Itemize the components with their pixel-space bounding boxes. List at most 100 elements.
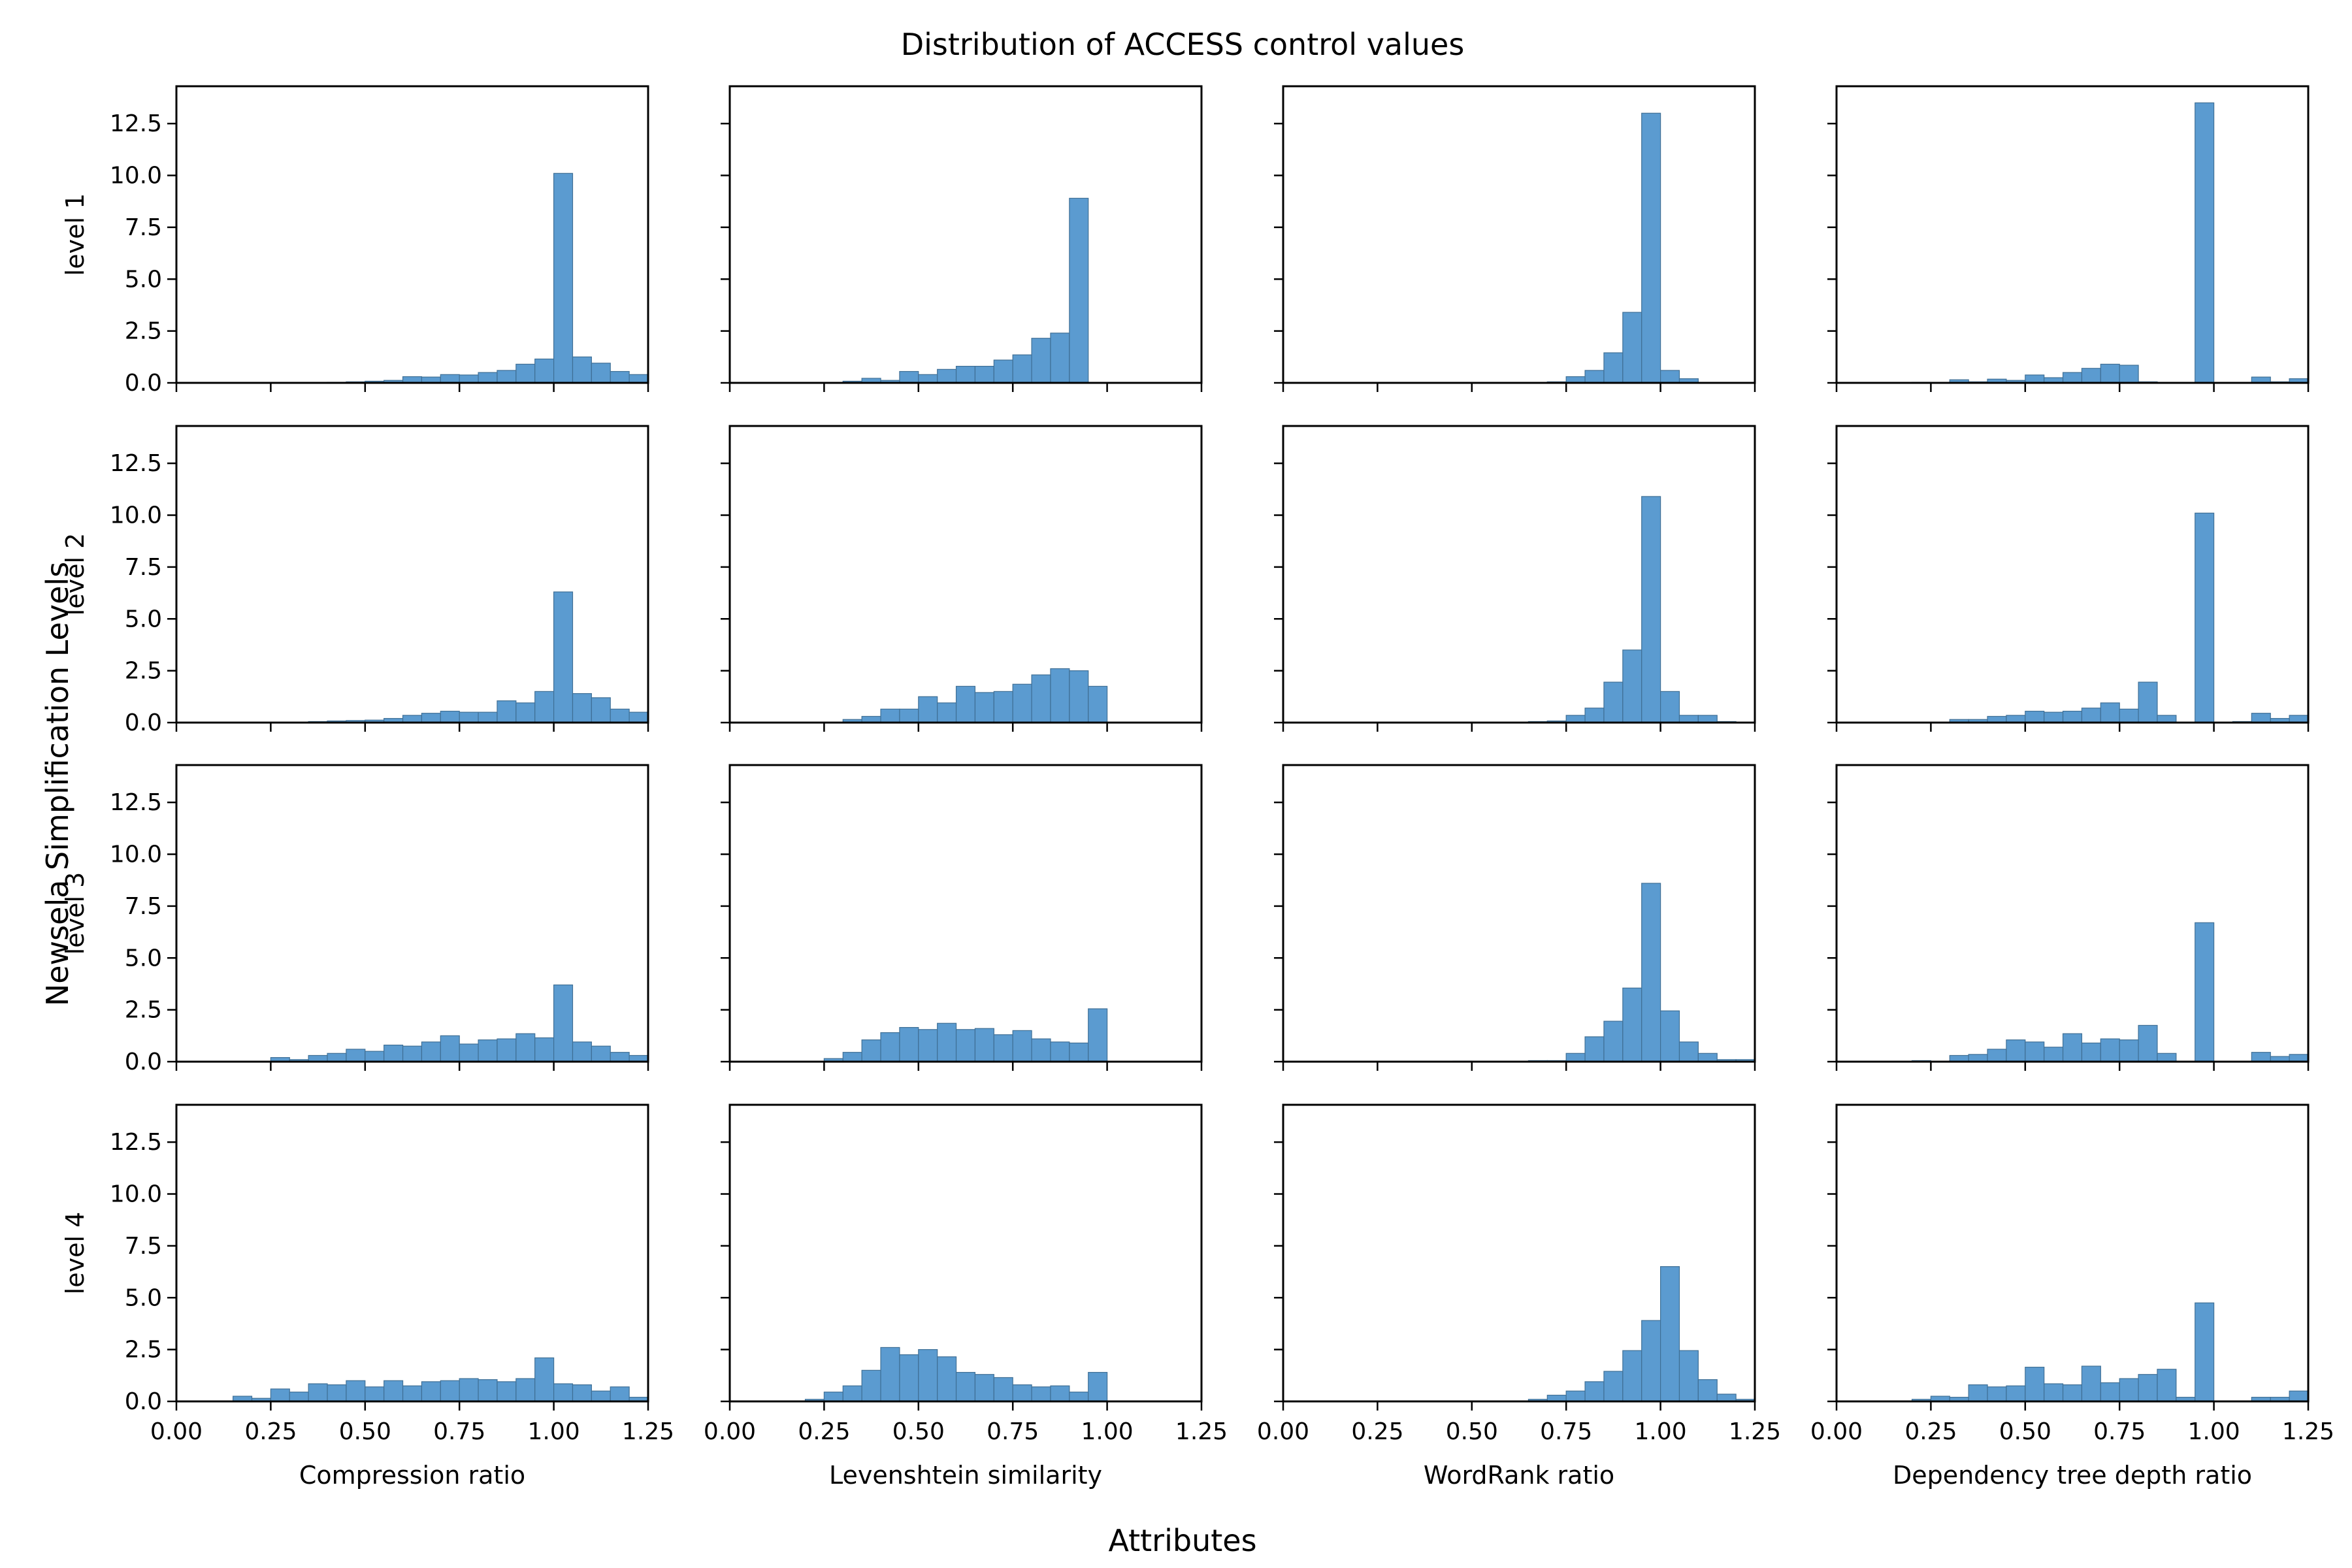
histogram-bar — [1584, 370, 1605, 384]
y-tick-label: 7.5 — [125, 1233, 162, 1260]
panel-3-4 — [1827, 764, 2310, 1071]
histogram-bar — [365, 1386, 385, 1402]
histogram-bar — [591, 1390, 611, 1402]
histogram-bar — [1584, 1381, 1605, 1402]
axes-frame — [1282, 764, 1756, 1063]
histogram-bar — [2025, 374, 2045, 384]
axes-frame — [175, 1103, 649, 1403]
histogram-bar — [2195, 102, 2215, 384]
row-label: level 2 — [61, 533, 90, 616]
histogram-bar — [421, 1381, 441, 1402]
histogram-bar — [861, 1039, 881, 1062]
histogram-bar — [1603, 1371, 1624, 1402]
histogram-bar — [2025, 1041, 2045, 1062]
histogram-bar — [2044, 1383, 2064, 1402]
histogram-bar — [2062, 1033, 2083, 1062]
histogram-bar — [1660, 1266, 1680, 1402]
histogram-bar — [591, 1045, 611, 1062]
histogram-bar — [861, 1369, 881, 1402]
axes-frame — [1835, 764, 2310, 1063]
histogram-bar — [1031, 674, 1051, 723]
histogram-bar — [553, 591, 574, 723]
histogram-bar — [2119, 1378, 2139, 1402]
histogram-bar — [1565, 1390, 1586, 1402]
histogram-bar — [610, 1052, 630, 1062]
x-tick-label: 0.25 — [1904, 1418, 1957, 1445]
histogram-bar — [553, 172, 574, 384]
histogram-bar — [1050, 1041, 1070, 1062]
histogram-bar — [2100, 1382, 2120, 1402]
histogram-bar — [2044, 711, 2064, 723]
histogram-bar — [572, 356, 592, 384]
histogram-bar — [993, 1034, 1013, 1062]
histogram-bar — [1565, 1053, 1586, 1062]
histogram-bar — [955, 365, 976, 384]
histogram-bar — [2138, 1024, 2158, 1062]
panel-4-4: 0.00 0.25 0.50 0.75 1.00 1.25 Dependency tree … — [1810, 1103, 2334, 1490]
histogram-bar — [572, 1041, 592, 1062]
histogram-bar — [2251, 713, 2271, 723]
histogram-bar — [515, 1378, 536, 1402]
histogram-bar — [2025, 710, 2045, 723]
y-tick-label: 2.5 — [125, 1337, 162, 1364]
panel-1-3 — [1274, 85, 1756, 392]
histogram-bar — [2251, 1052, 2271, 1062]
histogram-bar — [2138, 681, 2158, 723]
histogram-bar — [1622, 987, 1642, 1062]
histogram-bar — [937, 1356, 957, 1402]
axes-frame — [1282, 425, 1756, 724]
histogram-bar — [1012, 1384, 1032, 1402]
x-tick-label: 0.00 — [1810, 1418, 1863, 1445]
histogram-bar — [402, 715, 423, 723]
x-super-label: Attributes — [1108, 1523, 1256, 1558]
histogram-bar — [2157, 715, 2177, 723]
y-tick-label: 12.5 — [110, 110, 162, 137]
y-tick-label: 2.5 — [125, 318, 162, 345]
histogram-bar — [937, 1022, 957, 1062]
histogram-bar — [610, 1386, 630, 1402]
panel-3-1: 0.0 2.5 5.0 7.5 10.0 12.5 level 3 — [61, 764, 649, 1075]
histogram-panels: 0.0 2.5 5.0 7.5 10.0 12.5 level 1 0.0 2.5 5.0 7.5 1… — [61, 85, 2334, 1490]
x-tick-label: 1.25 — [1175, 1418, 1228, 1445]
histogram-bar — [993, 1377, 1013, 1402]
histogram-bar — [2195, 922, 2215, 1062]
panel-4-1: 0.0 2.5 5.0 7.5 10.0 12.5 0.00 0.25 0.50 0.75 1.00… — [61, 1103, 674, 1490]
histogram-bar — [2195, 1302, 2215, 1402]
histogram-bar — [842, 1052, 862, 1062]
x-tick-label: 1.25 — [622, 1418, 674, 1445]
histogram-bar — [440, 374, 460, 384]
histogram-bar — [1088, 1371, 1108, 1402]
histogram-bar — [478, 372, 498, 384]
histogram-bar — [402, 1385, 423, 1402]
histogram-bar — [2100, 363, 2120, 384]
histogram-bar — [955, 1029, 976, 1062]
panel-2-3 — [1274, 425, 1756, 732]
x-axis-label: Dependency tree depth ratio — [1893, 1461, 2252, 1490]
histogram-bar — [402, 1045, 423, 1062]
histogram-bar — [880, 1347, 900, 1402]
histogram-bar — [553, 984, 574, 1062]
histogram-bar — [1031, 1038, 1051, 1062]
histogram-bar — [440, 1035, 460, 1062]
x-tick-label: 0.00 — [704, 1418, 756, 1445]
histogram-bar — [1678, 715, 1699, 723]
x-tick-label: 0.50 — [1999, 1418, 2051, 1445]
x-axis-label: Levenshtein similarity — [829, 1461, 1102, 1490]
y-tick-label: 5.0 — [125, 606, 162, 632]
histogram-bar — [497, 700, 517, 723]
histogram-bar — [1622, 312, 1642, 384]
x-tick-label: 0.00 — [150, 1418, 203, 1445]
histogram-bar — [421, 1041, 441, 1062]
histogram-bar — [1697, 1053, 1718, 1062]
x-tick-label: 0.75 — [987, 1418, 1039, 1445]
histogram-bar — [1678, 1350, 1699, 1402]
histogram-bar — [1584, 708, 1605, 723]
histogram-bar — [346, 1049, 366, 1062]
axes-frame — [728, 425, 1203, 724]
histogram-bar — [918, 374, 938, 384]
histogram-bar — [1050, 1385, 1070, 1402]
histogram-bar — [1622, 649, 1642, 723]
histogram-bar — [629, 374, 649, 384]
y-tick-label: 7.5 — [125, 214, 162, 241]
histogram-bar — [478, 1039, 498, 1062]
